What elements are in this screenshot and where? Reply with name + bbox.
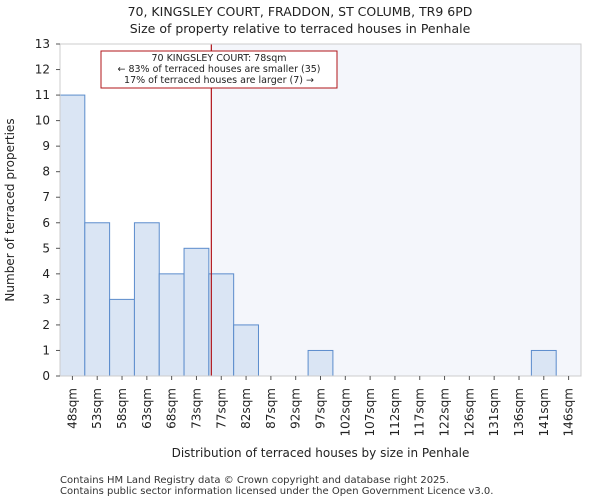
chart-title: 70, KINGSLEY COURT, FRADDON, ST COLUMB, … — [128, 4, 473, 19]
annotation-title: 70 KINGSLEY COURT: 78sqm — [151, 53, 286, 64]
x-tick-label: 48sqm — [65, 388, 79, 429]
x-tick-label: 136sqm — [512, 388, 526, 436]
x-tick-label: 82sqm — [239, 388, 253, 429]
x-tick-label: 58sqm — [115, 388, 129, 429]
bar-82sqm — [233, 324, 259, 377]
bar-141sqm — [530, 349, 557, 377]
x-axis-label: Distribution of terraced houses by size … — [172, 446, 470, 460]
larger-region-background — [211, 44, 582, 376]
x-tick-label: 73sqm — [189, 388, 203, 429]
x-tick-label: 87sqm — [264, 388, 278, 429]
x-tick-label: 112sqm — [388, 388, 402, 436]
bar-53sqm — [84, 222, 111, 377]
y-tick-label: 5 — [42, 241, 50, 255]
y-tick-label: 9 — [42, 139, 50, 153]
x-tick-label: 68sqm — [165, 388, 179, 429]
bar-63sqm — [133, 222, 160, 377]
x-tick-label: 122sqm — [438, 388, 452, 436]
y-tick-label: 7 — [42, 190, 50, 204]
y-tick-label: 11 — [35, 88, 50, 102]
x-tick-label: 102sqm — [338, 388, 352, 436]
annotation-box: 70 KINGSLEY COURT: 78sqm ← 83% of terrac… — [100, 50, 338, 89]
annotation-larger-text: 17% of terraced houses are larger (7) → — [124, 75, 314, 86]
chart-subtitle: Size of property relative to terraced ho… — [130, 21, 471, 36]
footer-line-2: Contains public sector information licen… — [60, 486, 493, 497]
y-tick-label: 12 — [35, 63, 50, 77]
y-tick-label: 0 — [42, 369, 50, 383]
y-axis-label: Number of terraced properties — [3, 118, 17, 301]
y-tick-label: 3 — [42, 292, 50, 306]
y-tick-label: 1 — [42, 343, 50, 357]
y-tick-label: 10 — [35, 114, 50, 128]
x-tick-label: 53sqm — [90, 388, 104, 429]
x-tick-label: 126sqm — [462, 388, 476, 436]
bar-68sqm — [158, 273, 185, 377]
x-tick-label: 107sqm — [363, 388, 377, 436]
y-tick-label: 13 — [35, 37, 50, 51]
x-tick-label: 63sqm — [140, 388, 154, 429]
y-tick-label: 6 — [42, 216, 50, 230]
bar-73sqm — [183, 247, 210, 377]
footer-line-1: Contains HM Land Registry data © Crown c… — [60, 475, 449, 486]
bar-48sqm — [59, 94, 86, 377]
x-tick-label: 97sqm — [314, 388, 328, 429]
y-tick-label: 4 — [42, 267, 50, 281]
bar-58sqm — [109, 298, 135, 377]
x-tick-label: 77sqm — [214, 388, 228, 429]
x-tick-label: 146sqm — [562, 388, 576, 436]
bar-77sqm — [208, 273, 235, 377]
x-tick-label: 117sqm — [413, 388, 427, 436]
y-tick-label: 2 — [42, 318, 50, 332]
bar-97sqm — [307, 349, 334, 377]
x-tick-label: 92sqm — [289, 388, 303, 429]
annotation-smaller-text: ← 83% of terraced houses are smaller (35… — [117, 64, 320, 75]
annotation-rect — [100, 50, 338, 89]
y-tick-label: 8 — [42, 165, 50, 179]
x-tick-label: 131sqm — [487, 388, 501, 436]
x-tick-label: 141sqm — [537, 388, 551, 436]
